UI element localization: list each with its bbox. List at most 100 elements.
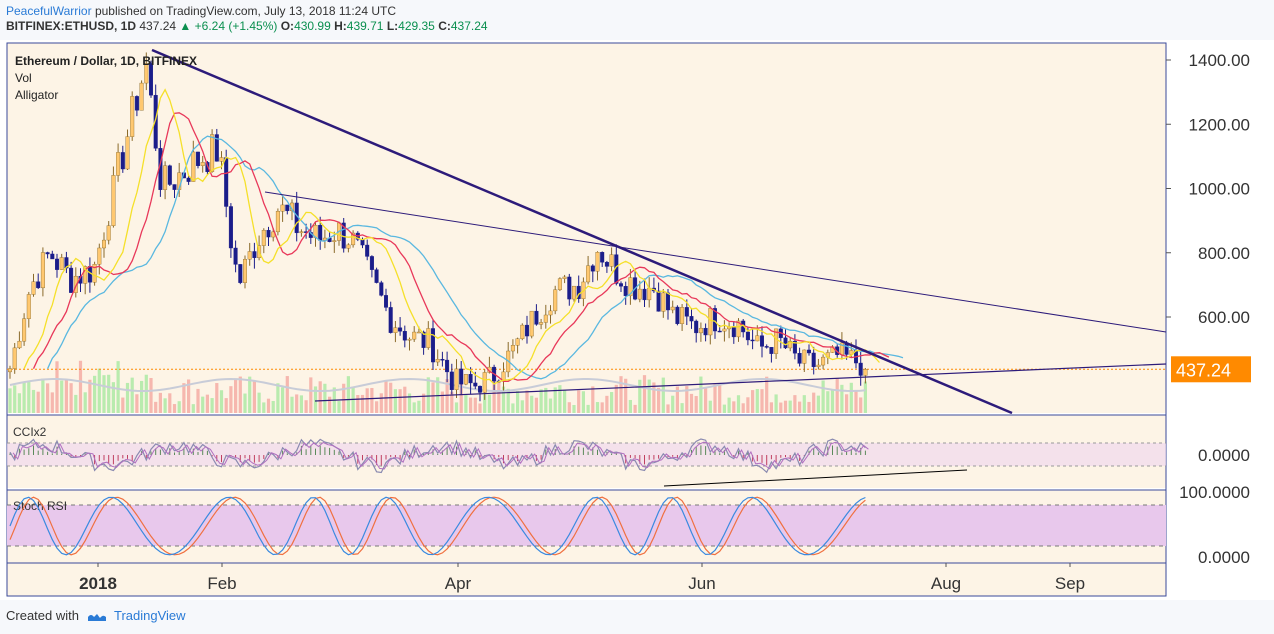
candle [252,242,257,269]
candle-body [440,358,445,361]
volume-bar [22,382,26,413]
candle-body [186,177,191,182]
candle-body [698,327,703,334]
candle-body [557,278,562,290]
tradingview-link[interactable]: TradingView [114,608,186,623]
candle [468,367,473,394]
time-axis-label: 2018 [79,574,117,593]
time-axis-label: Apr [445,574,472,593]
candle [167,164,172,187]
legend-alligator: Alligator [15,88,58,102]
candle-body [637,288,642,300]
candle [148,60,153,98]
volume-bar [440,391,444,413]
candle-body [713,308,718,332]
candle [92,261,97,286]
candle-body [214,134,219,162]
candle-body [609,254,614,267]
candle [238,264,243,285]
candle-body [365,244,370,257]
candle [214,128,219,162]
candle [572,285,577,302]
volume-bar [309,377,313,413]
candle-body [736,320,741,338]
minor-descending-trendline [264,191,1167,333]
volume-bar [473,397,477,413]
candle-body [525,324,530,337]
candle [384,288,389,312]
chart-canvas[interactable]: 1400.00 1200.00 1000.00 800.00 600.00 437.24 C… [0,40,1274,600]
volume-bar [360,394,365,413]
candle-body [553,289,558,312]
candle-body [275,211,280,233]
candle-body [534,310,539,325]
candle [69,261,74,293]
volume-bar [41,378,45,413]
volume-bar [506,388,510,413]
candle-body [45,252,50,255]
ohlc-line: BITFINEX:ETHUSD, 1D 437.24 ▲ +6.24 (+1.4… [6,19,488,34]
author-link[interactable]: PeacefulWarrior [6,4,92,18]
change-value: ▲ +6.24 (+1.45%) [179,19,277,33]
candle-body [590,265,595,272]
candle-body [863,369,868,376]
candle [388,301,393,334]
candle-body [783,337,788,349]
candle [341,217,346,253]
candle-body [811,352,816,368]
volume-bar [746,397,750,413]
open-value: 430.99 [294,19,331,33]
volume-bar [849,382,853,413]
volume-bar [497,380,501,413]
candle-body [318,225,323,241]
volume-bar [365,388,369,413]
candle [195,151,200,169]
candle-body [92,264,97,283]
volume-bar [196,388,200,413]
volume-bar [830,389,835,413]
volume-bar [69,383,73,413]
candle-body [567,276,572,300]
volume-bar [783,400,788,413]
candles [7,52,868,402]
volume-bar [525,390,529,413]
candle-body [619,283,624,287]
candle [275,208,280,236]
volume-bar [774,394,778,413]
candle [619,281,624,293]
candle [449,363,454,395]
volume-bar [177,401,181,413]
candle-body [398,327,403,332]
volume-bar [511,403,515,413]
volume-bar [722,404,726,413]
candle [412,326,417,342]
candle [445,351,450,383]
candle-body [647,287,652,301]
volume-bar [398,389,402,413]
volume-bar [821,380,825,413]
stoch-d-line [9,496,866,556]
candle-body [755,335,760,342]
candle [242,255,247,289]
candle-body [69,267,74,293]
candle [261,228,266,254]
volume-bar [281,387,285,413]
candle-body [858,362,863,376]
candle [689,308,694,329]
candle-body [449,371,454,390]
volume-bar [384,380,388,413]
candle [628,269,633,305]
volume-bar [55,361,59,413]
candle [435,349,440,367]
candle [163,161,168,200]
candle [22,313,27,346]
candle [807,344,812,356]
candle [40,247,45,297]
volume-bar [558,385,562,413]
candle-body [459,368,464,385]
volume-bar [751,390,755,413]
candle [73,267,78,298]
candle-body [431,328,436,363]
candle-body [689,316,694,322]
candle [111,166,116,228]
